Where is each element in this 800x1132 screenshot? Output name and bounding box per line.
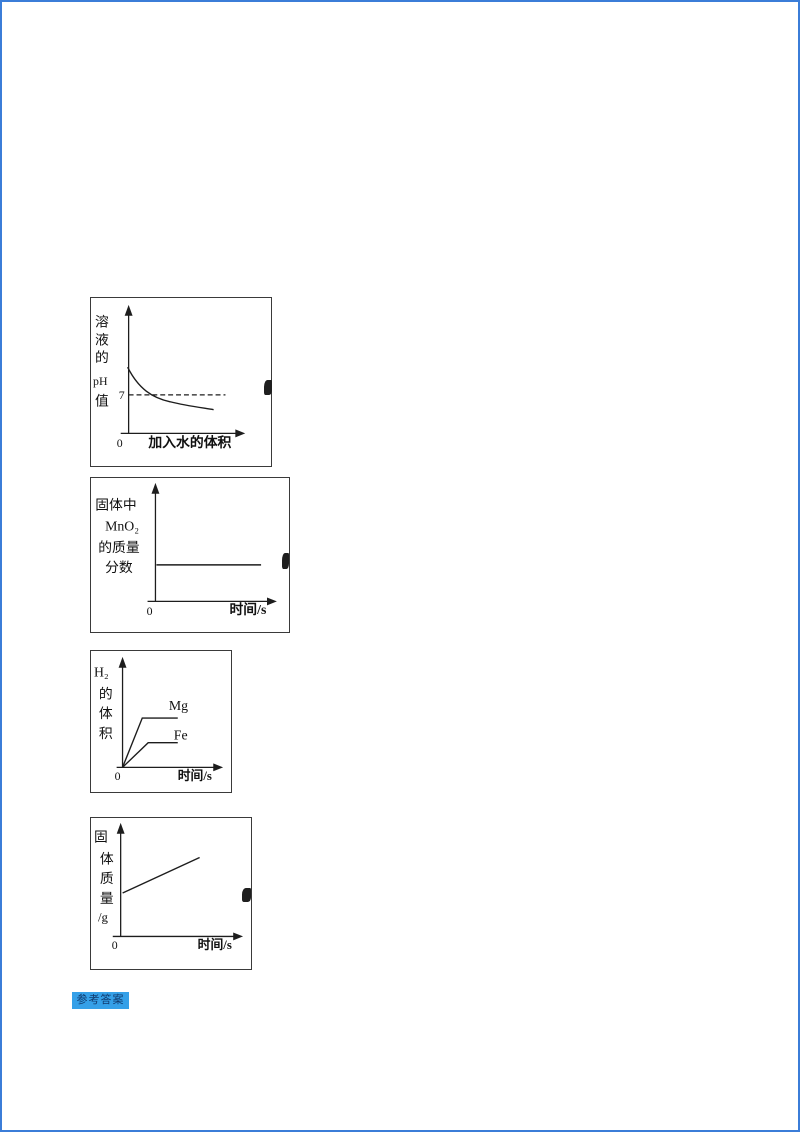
y-axis-unit: /g: [98, 911, 109, 925]
y-axis-label-line: 的质量: [98, 540, 140, 555]
y-axis-label-char: 的: [99, 686, 113, 701]
chart-ph-vs-water: 溶 液 的 pH 值 7 0 加入水的体积: [90, 297, 272, 467]
origin-label: 0: [117, 436, 123, 450]
cropped-glyph-fragment: [282, 553, 289, 569]
chart-mno2-fraction: 固体中 MnO₂ 的质量 分数 0 时间/s: [90, 477, 290, 633]
y-axis-label-char: 量: [100, 891, 114, 906]
mass-increase-line: [122, 856, 200, 894]
x-axis-label: 加入水的体积: [147, 434, 231, 450]
x-axis-label: 时间/s: [198, 937, 232, 952]
y-axis-arrow-icon: [116, 822, 125, 834]
chart-solid-mass-canvas: 固 体 质 量 /g 0 时间/s: [94, 822, 244, 952]
y-axis-arrow-icon: [151, 482, 160, 494]
y-axis-label-char: 质: [100, 871, 114, 886]
x-axis-arrow-icon: [235, 429, 246, 438]
y-axis-arrow-icon: [118, 656, 127, 668]
y-axis-label-char: 值: [95, 394, 109, 409]
x-axis-arrow-icon: [267, 597, 277, 606]
x-axis-label: 时间/s: [229, 601, 266, 617]
origin-label: 0: [147, 604, 153, 618]
origin-label: 0: [112, 938, 118, 952]
y-axis-label-char: 的: [95, 350, 109, 365]
chart-h2-volume: Mg Fe H₂ 的 体 积 0 时间/s: [90, 650, 232, 793]
mg-series-line: [121, 717, 178, 768]
y-axis-label-char: 积: [99, 726, 113, 741]
mg-series-label: Mg: [169, 698, 188, 713]
chart-ph-vs-water-canvas: 溶 液 的 pH 值 7 0 加入水的体积: [93, 304, 246, 450]
y-axis-label-char: 溶: [95, 315, 109, 330]
fe-series-label: Fe: [174, 728, 188, 743]
chart-mno2-fraction-canvas: 固体中 MnO₂ 的质量 分数 0 时间/s: [95, 482, 277, 618]
y-axis-label-line: 分数: [105, 560, 133, 575]
y-axis-label-line: 固体中: [95, 498, 136, 513]
y-axis-label-char: 体: [100, 851, 114, 866]
y-axis-label-line: MnO₂: [105, 518, 139, 533]
y-axis-label-char: H₂: [94, 665, 109, 680]
fe-series-line: [122, 742, 178, 768]
answer-link-badge[interactable]: 参考答案: [72, 992, 129, 1009]
ph-curve: [127, 366, 214, 411]
ref-value-7: 7: [119, 388, 125, 402]
x-axis-arrow-icon: [233, 932, 244, 941]
y-axis-label-char: 固: [94, 830, 108, 845]
y-axis-label-char: 体: [99, 706, 113, 721]
y-axis-label-char: 液: [95, 332, 109, 347]
chart-h2-volume-canvas: Mg Fe H₂ 的 体 积 0 时间/s: [94, 656, 224, 783]
x-axis-label: 时间/s: [178, 768, 212, 783]
cropped-glyph-fragment: [264, 380, 272, 395]
chart-solid-mass: 固 体 质 量 /g 0 时间/s: [90, 817, 252, 970]
y-axis-label-char: pH: [93, 374, 108, 388]
x-axis-arrow-icon: [213, 763, 224, 772]
y-axis-arrow-icon: [124, 304, 133, 316]
origin-label: 0: [115, 769, 121, 783]
cropped-glyph-fragment: [242, 888, 251, 902]
